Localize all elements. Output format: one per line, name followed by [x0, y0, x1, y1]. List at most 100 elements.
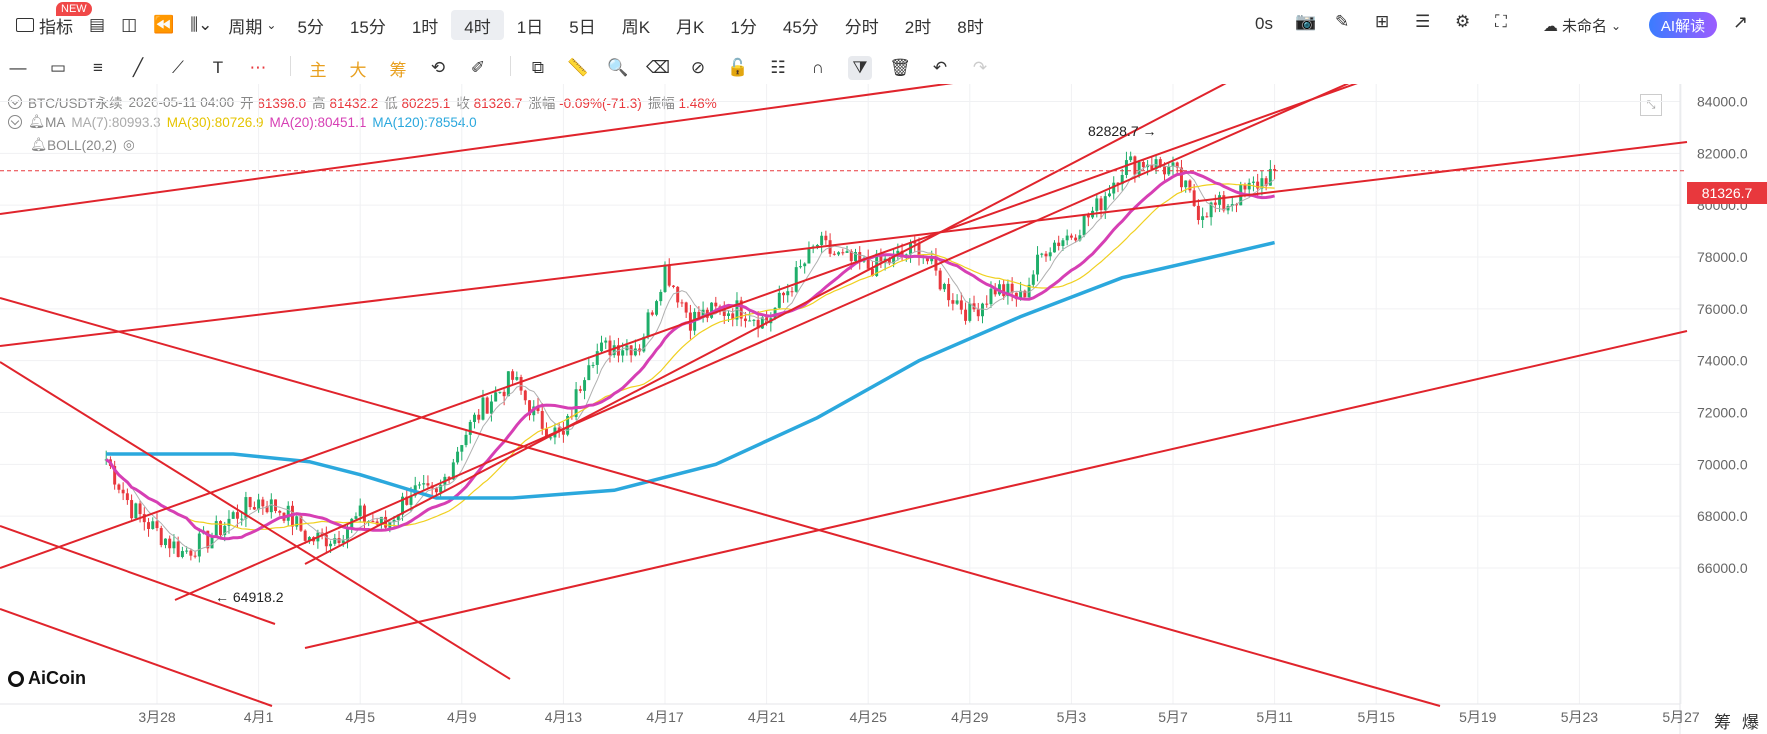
large-order-button[interactable]: 大 — [349, 60, 367, 80]
tab-period-8h[interactable]: 8时 — [957, 17, 984, 37]
tab-period-1d[interactable]: 1日 — [516, 17, 544, 37]
chip-button[interactable]: 筹 — [1714, 713, 1731, 732]
candle-body — [142, 514, 146, 523]
copy-icon[interactable]: ⧉ — [531, 58, 545, 77]
zoom-icon[interactable]: 🔍 — [607, 58, 629, 77]
sync-icon[interactable]: ⟲ — [430, 58, 446, 77]
layout-icon[interactable]: ▤ — [89, 15, 106, 34]
settings-icon[interactable]: ⚙ — [1455, 12, 1471, 31]
pen-icon[interactable]: ✎ — [1335, 12, 1350, 31]
candle-body — [502, 391, 506, 397]
candle — [180, 546, 184, 559]
tab-period-1h[interactable]: 1时 — [411, 17, 439, 37]
candle — [1048, 247, 1052, 261]
candle-body — [942, 283, 946, 290]
x-tick-label: 4月25 — [850, 709, 888, 725]
tab-period-5d[interactable]: 5日 — [569, 17, 596, 37]
candle-body — [1158, 159, 1162, 167]
candle — [464, 429, 468, 448]
candle-body — [1167, 166, 1171, 175]
candle-body — [274, 499, 278, 511]
fullscreen-icon[interactable]: ⛶ — [1495, 12, 1507, 31]
candle — [684, 301, 688, 319]
price-chart[interactable]: 66000.0 68000.0 70000.0 72000.0 74000.0 76000… — [0, 84, 1767, 734]
y-tick-label: 84000.0 — [1697, 94, 1748, 110]
text-tool-icon[interactable]: T — [212, 58, 224, 77]
trash-icon[interactable]: 🗑 — [889, 58, 911, 77]
ray-line-icon[interactable]: ⟋ — [172, 58, 184, 77]
bell-icon[interactable]: 🔔︎ — [30, 137, 48, 152]
collapse-scale-icon[interactable]: ⤡ — [1640, 94, 1662, 116]
drawing-list-icon[interactable]: ☷ — [770, 58, 786, 77]
candle — [278, 509, 282, 516]
candle-body — [587, 365, 591, 381]
eraser-icon[interactable]: ⌫ — [645, 58, 671, 77]
rectangle-icon[interactable]: ▭ — [49, 58, 67, 77]
tab-period-5m[interactable]: 5分 — [297, 17, 324, 37]
candle-body — [451, 462, 455, 480]
candle-body — [1006, 283, 1010, 297]
chip-distribution-button[interactable]: 筹 — [389, 60, 407, 80]
candle — [1103, 191, 1107, 219]
candle — [743, 311, 747, 328]
add-panel-icon[interactable]: ⊞ — [1375, 12, 1390, 31]
candle-body — [845, 251, 849, 253]
eye-hidden-icon[interactable]: ◎ — [122, 137, 135, 152]
list-icon[interactable]: ☰ — [1415, 12, 1431, 31]
tab-period-45m[interactable]: 45分 — [782, 17, 819, 37]
brush-icon[interactable]: ✐ — [470, 58, 486, 77]
candle — [667, 258, 671, 288]
camera-icon[interactable]: 📷 — [1295, 12, 1317, 31]
hide-drawings-icon[interactable]: ⊘ — [690, 58, 706, 77]
trend-line-icon[interactable]: ╱ — [132, 58, 144, 77]
replay-icon[interactable]: ⏪ — [153, 15, 175, 34]
tab-period-week[interactable]: 周K — [621, 17, 651, 37]
candle — [324, 526, 328, 553]
symbol-label: BTC/USDT永续 — [28, 96, 123, 111]
candle — [1052, 240, 1056, 253]
liquidation-button[interactable]: 爆 — [1742, 713, 1759, 732]
ruler-icon[interactable]: 📏 — [567, 58, 589, 77]
horizontal-line-icon[interactable]: — — [9, 58, 27, 77]
ai-interpret-button[interactable]: AI解读 — [1649, 12, 1717, 38]
candle-body — [1129, 156, 1133, 161]
collapse-icon[interactable] — [8, 115, 22, 129]
candle-body — [1222, 195, 1226, 211]
parallel-lines-icon[interactable]: ≡ — [93, 58, 103, 77]
unlock-icon[interactable]: 🔓 — [727, 58, 749, 77]
candle — [837, 251, 841, 257]
bell-icon[interactable]: 🔔︎ — [28, 114, 46, 129]
tab-period-15m[interactable]: 15分 — [349, 17, 386, 37]
candle — [663, 261, 667, 293]
candle — [561, 421, 565, 443]
main-chart-button[interactable]: 主 — [309, 60, 327, 80]
more-tools-icon[interactable]: ⋯ — [249, 58, 267, 77]
candle — [832, 251, 836, 256]
candle — [113, 460, 117, 490]
tab-period-4h[interactable]: 4时 — [451, 10, 504, 40]
redo-icon[interactable]: ↷ — [972, 58, 988, 77]
magnet-icon[interactable]: ∩ — [811, 58, 825, 77]
indicator-button[interactable]: 指标 — [8, 10, 81, 40]
period-dropdown[interactable]: 周期 ⌄ — [220, 10, 284, 40]
candle-body — [650, 312, 654, 315]
candle-body — [210, 536, 214, 549]
candle-body — [1095, 198, 1099, 211]
candle-body — [756, 319, 760, 329]
candle-body — [578, 389, 582, 391]
undo-icon[interactable]: ↶ — [932, 58, 948, 77]
candle — [1065, 229, 1069, 246]
tab-period-1m[interactable]: 1分 — [730, 17, 757, 37]
share-icon[interactable]: ↗ — [1733, 12, 1749, 32]
filter-icon[interactable]: ⧩ — [848, 56, 872, 80]
account-dropdown[interactable]: ☁ 未命名 ⌄ — [1543, 15, 1621, 36]
tab-period-timeline[interactable]: 分时 — [844, 17, 879, 37]
candle — [227, 510, 231, 534]
candle-type-icon[interactable]: ⫼⌄ — [190, 15, 213, 34]
tab-period-month[interactable]: 月K — [676, 17, 705, 37]
x-tick-label: 4月17 — [646, 709, 684, 725]
tab-period-2h[interactable]: 2时 — [904, 17, 932, 37]
grid-icon[interactable]: ◫ — [121, 15, 138, 34]
candle — [151, 517, 155, 530]
candle — [460, 445, 464, 461]
